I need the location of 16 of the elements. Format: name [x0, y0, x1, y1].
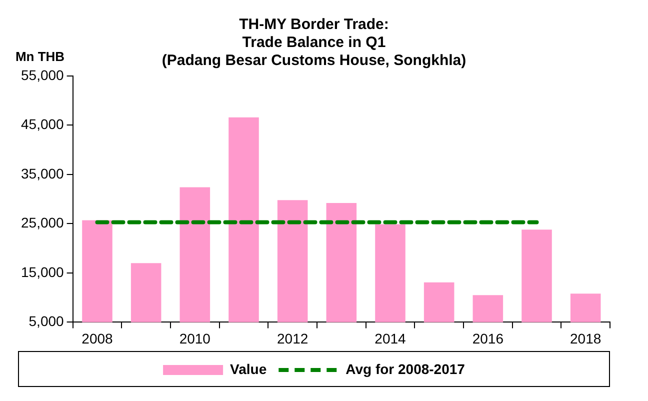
x-tick-label: 2018 — [570, 330, 602, 346]
legend-label: Avg for 2008-2017 — [346, 360, 466, 377]
x-tick-label: 2016 — [472, 330, 504, 346]
y-axis-title: Mn THB — [15, 49, 65, 64]
x-tick-label: 2008 — [82, 330, 114, 346]
y-tick-label: 35,000 — [20, 165, 64, 182]
y-tick-label: 5,000 — [28, 313, 64, 330]
x-tick-label: 2014 — [374, 330, 406, 346]
legend-label: Value — [230, 360, 267, 377]
chart-title: TH-MY Border Trade: Trade Balance in Q1 (Padang Besar Customs House, Songkhla) — [162, 16, 466, 70]
y-tick-label: 55,000 — [20, 66, 64, 83]
y-tick-label: 15,000 — [20, 264, 64, 280]
x-tick-label: 2010 — [179, 330, 211, 346]
y-tick-label: 25,000 — [20, 214, 64, 231]
y-tick-label: 45,000 — [20, 116, 64, 132]
x-tick-label: 2012 — [277, 330, 308, 346]
